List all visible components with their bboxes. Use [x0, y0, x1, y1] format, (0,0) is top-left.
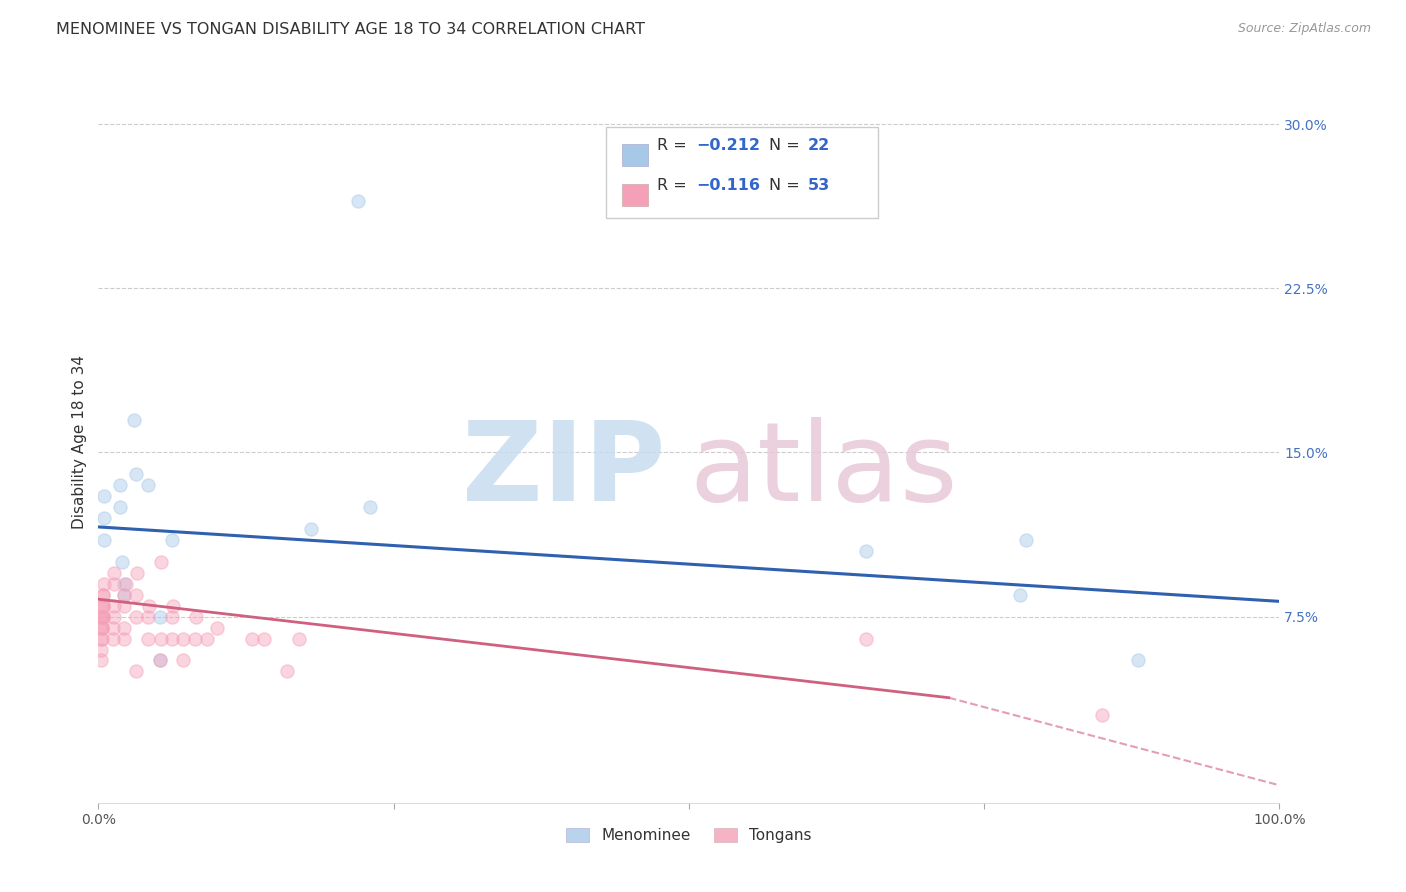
- Point: [149, 653, 172, 667]
- Point: [125, 609, 148, 624]
- Point: [111, 555, 134, 569]
- Point: [276, 665, 298, 679]
- Point: [103, 577, 125, 591]
- Text: N =: N =: [769, 137, 806, 153]
- Point: [186, 609, 208, 624]
- Point: [240, 632, 263, 646]
- Point: [112, 632, 135, 646]
- Point: [138, 599, 160, 613]
- Point: [127, 566, 149, 580]
- FancyBboxPatch shape: [606, 128, 877, 218]
- Point: [91, 599, 114, 613]
- Point: [253, 632, 276, 646]
- Point: [160, 632, 183, 646]
- Point: [114, 577, 136, 591]
- Text: Source: ZipAtlas.com: Source: ZipAtlas.com: [1237, 22, 1371, 36]
- Point: [90, 653, 112, 667]
- Y-axis label: Disability Age 18 to 34: Disability Age 18 to 34: [72, 354, 87, 529]
- Point: [93, 489, 115, 503]
- Point: [103, 599, 125, 613]
- Point: [91, 621, 114, 635]
- Point: [855, 544, 877, 558]
- Point: [91, 621, 114, 635]
- Point: [195, 632, 218, 646]
- Point: [112, 588, 135, 602]
- Point: [93, 577, 115, 591]
- Text: MENOMINEE VS TONGAN DISABILITY AGE 18 TO 34 CORRELATION CHART: MENOMINEE VS TONGAN DISABILITY AGE 18 TO…: [56, 22, 645, 37]
- Point: [855, 632, 877, 646]
- Point: [149, 653, 172, 667]
- Text: R =: R =: [657, 137, 692, 153]
- Point: [108, 500, 131, 515]
- Point: [91, 599, 114, 613]
- Point: [101, 632, 124, 646]
- Point: [136, 632, 159, 646]
- Text: atlas: atlas: [689, 417, 957, 524]
- Point: [93, 533, 115, 547]
- Legend: Menominee, Tongans: Menominee, Tongans: [561, 822, 817, 849]
- Point: [1014, 533, 1036, 547]
- Point: [90, 642, 112, 657]
- Point: [136, 478, 159, 492]
- Point: [91, 599, 114, 613]
- Point: [150, 632, 173, 646]
- Point: [1008, 588, 1031, 602]
- Point: [91, 609, 114, 624]
- Point: [150, 555, 173, 569]
- Point: [162, 599, 184, 613]
- Point: [122, 412, 145, 426]
- Text: −0.116: −0.116: [696, 178, 761, 194]
- Text: R =: R =: [657, 178, 692, 194]
- Text: 22: 22: [808, 137, 831, 153]
- Point: [347, 194, 370, 208]
- Point: [160, 609, 183, 624]
- Point: [112, 577, 135, 591]
- Point: [1091, 708, 1114, 723]
- Point: [91, 632, 114, 646]
- Point: [101, 621, 124, 635]
- Point: [93, 511, 115, 525]
- Point: [103, 566, 125, 580]
- Text: N =: N =: [769, 178, 806, 194]
- FancyBboxPatch shape: [621, 185, 648, 206]
- Point: [359, 500, 381, 515]
- Point: [136, 609, 159, 624]
- Point: [91, 588, 114, 602]
- Point: [112, 588, 135, 602]
- Text: ZIP: ZIP: [463, 417, 665, 524]
- Point: [91, 609, 114, 624]
- Point: [90, 632, 112, 646]
- Point: [149, 609, 172, 624]
- Point: [184, 632, 207, 646]
- Point: [205, 621, 228, 635]
- Point: [125, 665, 148, 679]
- Point: [112, 599, 135, 613]
- Point: [108, 478, 131, 492]
- Point: [160, 533, 183, 547]
- Point: [172, 632, 194, 646]
- FancyBboxPatch shape: [621, 144, 648, 166]
- Point: [288, 632, 311, 646]
- Text: 53: 53: [808, 178, 831, 194]
- Text: −0.212: −0.212: [696, 137, 761, 153]
- Point: [125, 467, 148, 482]
- Point: [112, 621, 135, 635]
- Point: [103, 609, 125, 624]
- Point: [125, 588, 148, 602]
- Point: [299, 522, 322, 536]
- Point: [91, 621, 114, 635]
- Point: [1126, 653, 1149, 667]
- Point: [172, 653, 194, 667]
- Point: [91, 609, 114, 624]
- Point: [91, 588, 114, 602]
- Point: [91, 609, 114, 624]
